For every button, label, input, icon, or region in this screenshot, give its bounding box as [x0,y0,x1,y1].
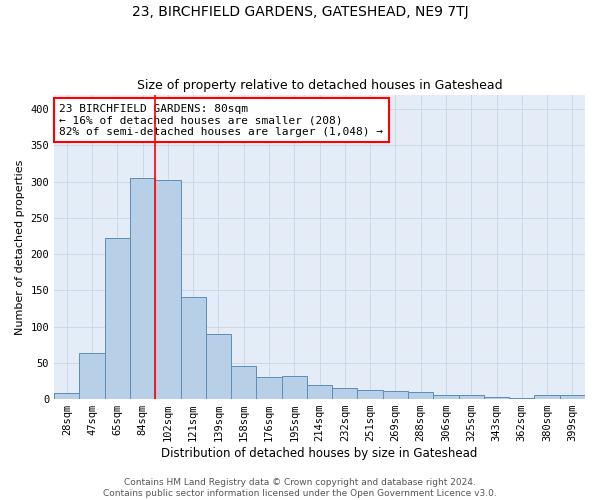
Bar [181,297,206,399]
X-axis label: Distribution of detached houses by size in Gateshead: Distribution of detached houses by size … [161,447,478,460]
Bar [54,394,79,399]
Bar [79,354,105,399]
Bar [130,178,155,399]
Bar [281,376,307,399]
Text: 23 BIRCHFIELD GARDENS: 80sqm
← 16% of detached houses are smaller (208)
82% of s: 23 BIRCHFIELD GARDENS: 80sqm ← 16% of de… [59,104,383,137]
Bar [560,396,585,399]
Text: Contains HM Land Registry data © Crown copyright and database right 2024.
Contai: Contains HM Land Registry data © Crown c… [103,478,497,498]
Bar [383,391,408,399]
Bar [408,392,433,399]
Bar [105,238,130,399]
Bar [307,384,332,399]
Bar [433,396,458,399]
Bar [535,396,560,399]
Bar [358,390,383,399]
Bar [256,378,281,399]
Bar [484,397,509,399]
Text: 23, BIRCHFIELD GARDENS, GATESHEAD, NE9 7TJ: 23, BIRCHFIELD GARDENS, GATESHEAD, NE9 7… [131,5,469,19]
Bar [509,398,535,399]
Bar [206,334,231,399]
Bar [155,180,181,399]
Bar [231,366,256,399]
Title: Size of property relative to detached houses in Gateshead: Size of property relative to detached ho… [137,79,502,92]
Bar [332,388,358,399]
Bar [458,396,484,399]
Y-axis label: Number of detached properties: Number of detached properties [15,159,25,334]
